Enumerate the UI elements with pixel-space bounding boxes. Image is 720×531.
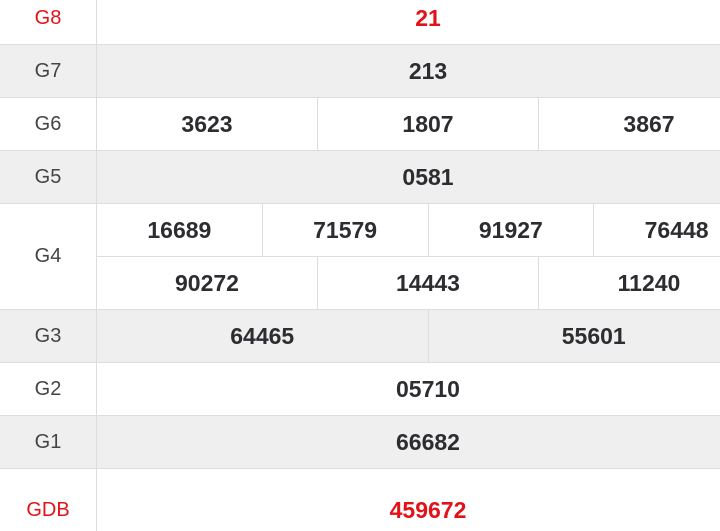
prize-values: 3623 1807 3867 (97, 98, 720, 150)
prize-label: G5 (0, 151, 97, 203)
prize-value: 71579 (261, 204, 428, 256)
prize-row-g6: G6 3623 1807 3867 (0, 98, 720, 151)
prize-label: G4 (0, 204, 97, 309)
prize-value: 1807 (317, 98, 538, 150)
prize-label: G8 (0, 0, 97, 44)
prize-line: 0581 (97, 151, 720, 203)
prize-value: 21 (415, 4, 441, 31)
prize-line: 21 (97, 0, 720, 44)
prize-value: 64465 (230, 322, 295, 349)
prize-value: 0581 (402, 163, 454, 190)
prize-values: 213 (97, 45, 720, 97)
prize-values: 64465 55601 (97, 310, 720, 362)
prize-row-g2: G2 05710 (0, 363, 720, 416)
prize-line: 16689 71579 91927 76448 (97, 204, 720, 256)
prize-label: GDB (0, 469, 97, 531)
prize-label: G6 (0, 98, 97, 150)
prize-value: 16689 (147, 216, 212, 243)
prize-value: 90272 (175, 269, 239, 296)
prize-value: 14443 (317, 257, 538, 309)
prize-value: 213 (408, 57, 448, 84)
prize-row-g8: G8 21 (0, 0, 720, 45)
prize-values: 16689 71579 91927 76448 90272 14443 11240 (97, 204, 720, 309)
prize-row-g3: G3 64465 55601 (0, 310, 720, 363)
prize-row-g4: G4 16689 71579 91927 76448 90272 14443 11240 (0, 204, 720, 310)
prize-line: 66682 (97, 416, 720, 468)
prize-values: 0581 (97, 151, 720, 203)
prize-value: 55601 (427, 310, 720, 362)
prize-value: 11240 (538, 257, 720, 309)
prize-row-g5: G5 0581 (0, 151, 720, 204)
prize-row-g1: G1 66682 (0, 416, 720, 469)
prize-value: 05710 (396, 375, 460, 402)
prize-value: 91927 (427, 204, 594, 256)
prize-line: 459672 (97, 469, 720, 531)
prize-label: G2 (0, 363, 97, 415)
prize-line: 05710 (97, 363, 720, 415)
prize-line: 64465 55601 (97, 310, 720, 362)
prize-value: 3867 (538, 98, 720, 150)
prize-row-gdb: GDB 459672 (0, 469, 720, 531)
prize-values: 21 (97, 0, 720, 44)
prize-value: 459672 (389, 497, 467, 523)
prize-values: 459672 (97, 469, 720, 531)
prize-value: 3623 (181, 110, 233, 137)
prize-value: 66682 (396, 428, 460, 455)
prize-label: G3 (0, 310, 97, 362)
prize-label: G7 (0, 45, 97, 97)
prize-values: 66682 (97, 416, 720, 468)
prize-line: 3623 1807 3867 (97, 98, 720, 150)
prize-line: 90272 14443 11240 (97, 256, 720, 309)
prize-line: 213 (97, 45, 720, 97)
prize-values: 05710 (97, 363, 720, 415)
prize-label: G1 (0, 416, 97, 468)
prize-row-g7: G7 213 (0, 45, 720, 98)
prize-value: 76448 (593, 204, 720, 256)
